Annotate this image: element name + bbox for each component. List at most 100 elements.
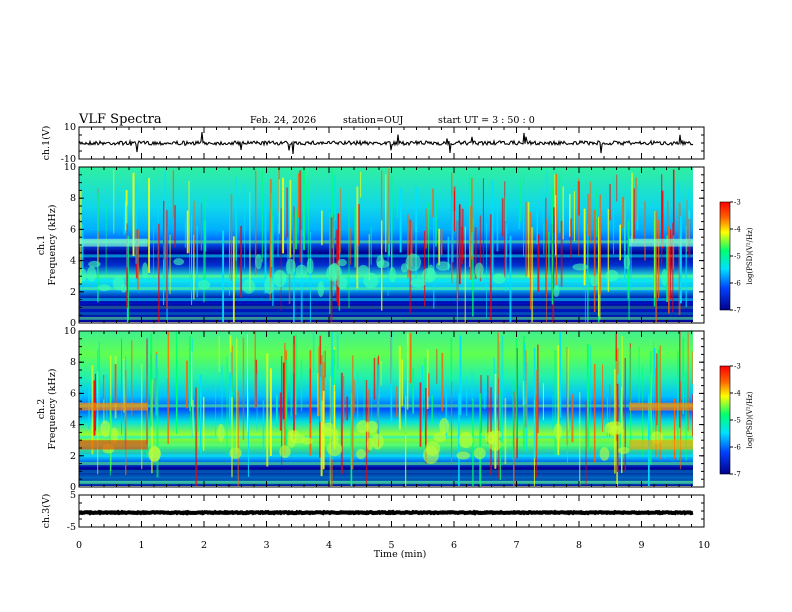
sferic-streak (445, 388, 447, 440)
sferic-streak (318, 346, 320, 417)
sferic-streak (599, 194, 601, 295)
emission-blob (421, 267, 437, 283)
emission-blob (357, 265, 369, 277)
sferic-streak (146, 338, 148, 444)
colorbar-tick-label: -5 (734, 253, 741, 261)
y-axis-label: Frequency (kHz) (47, 369, 58, 450)
emission-blob (273, 269, 287, 288)
spectrogram-dark-band (79, 304, 693, 317)
sferic-streak (536, 207, 538, 245)
sferic-streak (356, 373, 359, 431)
sferic-streak (405, 396, 407, 486)
sferic-streak (546, 217, 548, 322)
sferic-streak (609, 384, 611, 437)
sferic-streak (204, 195, 206, 283)
sferic-streak (396, 187, 398, 219)
y-tick-label: 4 (70, 420, 76, 431)
sferic-streak (673, 398, 676, 460)
sferic-streak (505, 223, 507, 292)
sferic-streak (292, 344, 295, 374)
figure-title: VLF Spectra (78, 112, 162, 127)
emission-blob (217, 423, 225, 442)
emission-blob (356, 420, 370, 434)
sferic-streak (654, 210, 656, 298)
sferic-streak (255, 359, 258, 408)
colorbar-tick-label: -7 (734, 307, 741, 315)
sferic-streak (520, 178, 522, 222)
colorbar-tick-label: -4 (734, 226, 741, 234)
x-tick-label: 0 (76, 540, 82, 551)
hiss-band (79, 402, 148, 411)
sferic-streak (270, 207, 273, 268)
sferic-streak (387, 199, 389, 296)
emission-blob (321, 422, 336, 437)
sferic-streak (680, 216, 682, 304)
emission-blob (371, 433, 384, 450)
y-tick-label: 6 (70, 224, 76, 235)
sferic-streak (284, 342, 286, 455)
sferic-streak (121, 338, 122, 435)
sferic-streak (368, 389, 370, 453)
emission-blob (142, 262, 149, 279)
spectrogram-band (79, 443, 693, 447)
emission-blob (286, 430, 297, 448)
sferic-streak (363, 376, 365, 429)
colorbar-ch1: -3 -4 -5 -6 -7 log(PSD)(V²/Hz) (719, 199, 754, 315)
sferic-streak (469, 175, 471, 268)
sferic-streak (551, 187, 554, 305)
sferic-streak (615, 332, 617, 361)
sferic-streak (567, 348, 569, 430)
sferic-streak (321, 210, 323, 246)
sferic-streak (606, 397, 608, 437)
sferic-streak (264, 203, 267, 294)
emission-blob (492, 273, 506, 284)
sferic-streak (200, 203, 202, 251)
sferic-streak (193, 200, 195, 254)
colorbar-tick-label: -6 (734, 444, 741, 452)
emission-blob (356, 448, 366, 460)
sferic-streak (427, 373, 430, 397)
y-tick-label: 4 (70, 256, 76, 267)
x-tick-label: 5 (388, 540, 394, 551)
sferic-streak (293, 335, 295, 439)
sferic-streak (193, 234, 195, 300)
colorbar-tick-label: -4 (734, 390, 741, 398)
sferic-streak (672, 235, 675, 270)
waveform-trace (78, 132, 694, 154)
sferic-streak (249, 191, 251, 253)
emission-blob (422, 446, 439, 464)
sferic-streak (350, 227, 352, 265)
sferic-streak (571, 394, 574, 443)
sferic-streak (587, 223, 589, 322)
sferic-streak (319, 364, 322, 406)
sferic-streak (352, 355, 354, 470)
sferic-streak (554, 350, 557, 456)
sferic-streak (276, 394, 278, 428)
sferic-streak (189, 224, 190, 290)
spectrogram-band (79, 316, 693, 320)
spectrogram-band (79, 254, 693, 258)
sferic-streak (409, 332, 412, 384)
y-tick-label: 2 (70, 451, 76, 462)
sferic-streak (357, 204, 360, 246)
sferic-streak (679, 331, 681, 428)
ch1-spectrogram-panel: 0 2 4 6 8 10 ch.1 Frequency (kHz) (36, 162, 705, 329)
sferic-streak (609, 184, 611, 221)
sferic-streak (307, 181, 309, 273)
sferic-streak (552, 395, 554, 429)
sferic-streak (425, 208, 427, 249)
sferic-streak (678, 182, 680, 208)
emission-blob (326, 441, 343, 457)
sferic-streak (436, 349, 438, 384)
sferic-streak (636, 186, 639, 230)
sferic-streak (424, 230, 426, 307)
sferic-streak (153, 225, 155, 285)
emission-blob (110, 427, 119, 444)
sferic-streak (687, 332, 689, 432)
sferic-streak (630, 235, 632, 291)
sferic-streak (490, 387, 492, 475)
x-tick-label: 7 (513, 540, 519, 551)
colorbar-tick-label: -6 (734, 280, 741, 288)
sferic-streak (433, 212, 435, 309)
sferic-streak (103, 378, 105, 423)
